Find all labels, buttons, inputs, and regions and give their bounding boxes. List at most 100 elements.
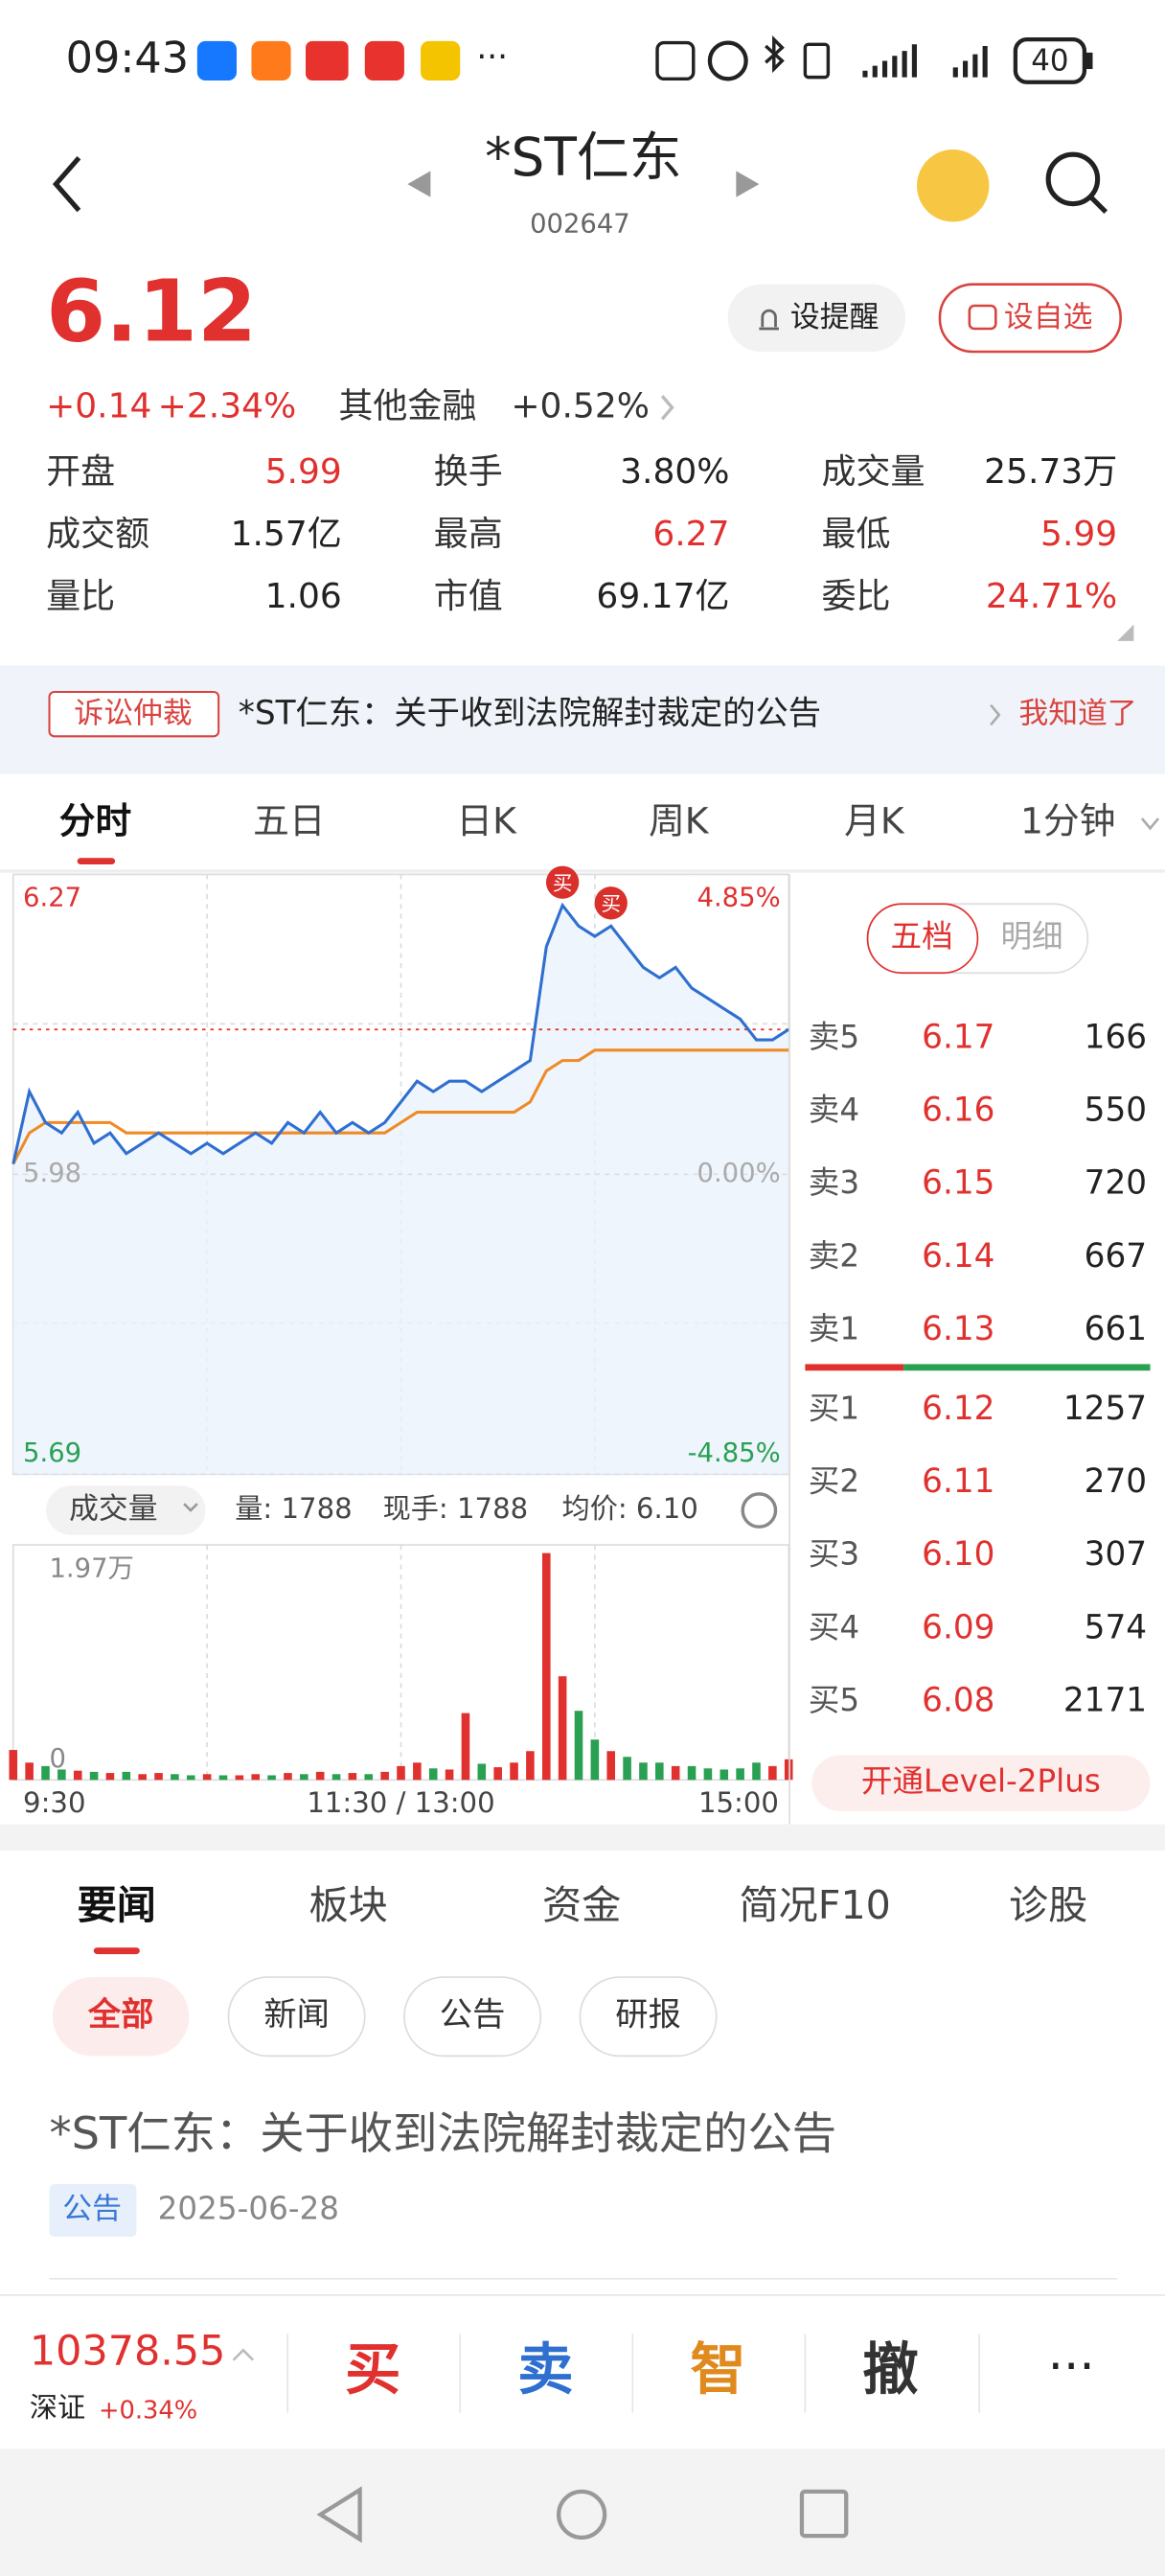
alert-button[interactable] (727, 284, 905, 352)
settings-icon[interactable] (741, 1492, 778, 1529)
volume-bar (526, 1751, 535, 1781)
volume-bar (558, 1676, 567, 1781)
x-tick-label: 15:00 (698, 1786, 779, 1819)
trade-marker (594, 886, 628, 920)
book-price: 6.10 (922, 1535, 994, 1574)
news-tab[interactable]: 资金 (542, 1882, 621, 1928)
battery-level: 40 (1031, 44, 1068, 79)
volume-title: 成交量 (69, 1492, 158, 1527)
chart-tab[interactable]: 分时 (59, 800, 131, 842)
volume-bar (300, 1774, 308, 1781)
nav-back[interactable] (316, 2486, 362, 2543)
book-price: 6.17 (922, 1018, 994, 1056)
volume-bar (493, 1767, 502, 1781)
volume-bar (41, 1765, 50, 1781)
alert-label: 设提醒 (790, 300, 879, 334)
stat-label: 最高 (434, 515, 503, 554)
filter-pill[interactable] (403, 1976, 542, 2058)
volume-bar (606, 1751, 616, 1781)
article-title[interactable]: *ST仁东：关于收到法院解封裁定的公告 (50, 2107, 837, 2159)
book-price: 6.11 (922, 1462, 994, 1501)
stat-label: 成交量 (822, 452, 925, 492)
book-name: 买2 (809, 1463, 859, 1500)
sector-chevron[interactable] (660, 395, 674, 421)
chart-tab[interactable]: 五日 (253, 800, 325, 842)
expand-corner[interactable] (1117, 624, 1134, 641)
bell-icon (759, 309, 779, 331)
action-button[interactable]: 智 (690, 2336, 745, 2402)
action-button[interactable]: 撤 (862, 2336, 918, 2402)
book-tab[interactable]: 五档 (891, 918, 953, 954)
volume-bar (235, 1775, 244, 1781)
book-tab-active[interactable] (866, 903, 979, 975)
stat-value: 5.99 (265, 452, 342, 492)
filter-pill[interactable] (52, 1977, 190, 2057)
stat-value: 24.71% (986, 577, 1117, 616)
app-icon (306, 40, 349, 81)
book-volume: 166 (1085, 1018, 1147, 1056)
stat-value: 69.17亿 (596, 577, 729, 616)
actions: 买卖智撤 (286, 2334, 981, 2413)
book-name: 卖4 (809, 1092, 859, 1128)
volume-bar (251, 1774, 261, 1781)
news-tab[interactable]: 诊股 (1009, 1882, 1087, 1928)
more-icons: ··· (476, 38, 508, 77)
more-button[interactable]: ··· (1048, 2338, 1095, 2396)
book-name: 卖5 (809, 1019, 859, 1055)
volume-bar (138, 1774, 147, 1781)
news-tab[interactable]: 板块 (308, 1882, 387, 1928)
y2-tick-label: 0.00% (697, 1159, 781, 1188)
volume-bar (541, 1552, 551, 1781)
prev-stock[interactable] (407, 171, 431, 197)
book-volume: 720 (1085, 1164, 1147, 1203)
app-icon (251, 40, 291, 81)
stat-label: 量比 (46, 577, 115, 616)
battery (1013, 37, 1087, 84)
chart-tab[interactable]: 日K (456, 800, 517, 842)
change: +0.14 (46, 386, 151, 426)
volume-selector[interactable] (46, 1485, 206, 1535)
volume-bar (445, 1769, 454, 1781)
upgrade-button[interactable] (811, 1755, 1151, 1811)
period-dropdown[interactable] (1140, 817, 1160, 831)
stat-value: 5.99 (1040, 515, 1117, 554)
notice-text: *ST仁东：关于收到法院解封裁定的公告 (239, 694, 821, 732)
volume-bar (768, 1765, 777, 1781)
app-icon (364, 40, 404, 81)
volume-bar (687, 1765, 697, 1781)
index-chevron[interactable] (232, 2348, 255, 2361)
y2-tick-label: 4.85% (697, 884, 781, 913)
volume-bar (510, 1762, 518, 1781)
volume-bar (736, 1768, 744, 1781)
chart-tab[interactable]: 1分钟 (1020, 800, 1115, 842)
search-button[interactable] (1045, 151, 1101, 207)
volume-bar (655, 1762, 664, 1781)
chart-tab[interactable]: 月K (844, 800, 905, 842)
notice-action[interactable]: 我知道了 (1018, 696, 1136, 730)
filter-pill[interactable] (227, 1976, 366, 2058)
watch-button[interactable] (938, 283, 1122, 354)
filter-pill[interactable] (579, 1976, 718, 2058)
nav-bar (0, 2449, 1165, 2576)
index-pct: +0.34% (99, 2396, 197, 2425)
book-tab[interactable]: 明细 (1000, 918, 1062, 954)
price-chart: 6.275.985.694.85%0.00%-4.85%买买9:30 11:30 … (11, 865, 790, 1819)
volume-bar (477, 1763, 487, 1781)
action-button[interactable]: 买 (345, 2336, 400, 2402)
index-value: 10378.55 (30, 2327, 226, 2375)
nav-home[interactable] (556, 2489, 607, 2541)
book-price: 6.15 (922, 1164, 994, 1203)
news-tab[interactable]: 要闻 (78, 1882, 156, 1928)
next-stock[interactable] (736, 171, 760, 197)
chart-tab[interactable]: 周K (649, 800, 710, 842)
book-volume: 307 (1085, 1535, 1147, 1574)
filter-label: 研报 (615, 1996, 681, 2035)
mascot[interactable] (916, 150, 990, 222)
news-tab[interactable]: 简况F10 (740, 1882, 891, 1928)
action-button[interactable]: 卖 (517, 2336, 573, 2402)
back-button[interactable] (52, 155, 81, 213)
watch-icon (968, 304, 997, 331)
divider (788, 874, 790, 1825)
nav-recent[interactable] (799, 2489, 849, 2539)
